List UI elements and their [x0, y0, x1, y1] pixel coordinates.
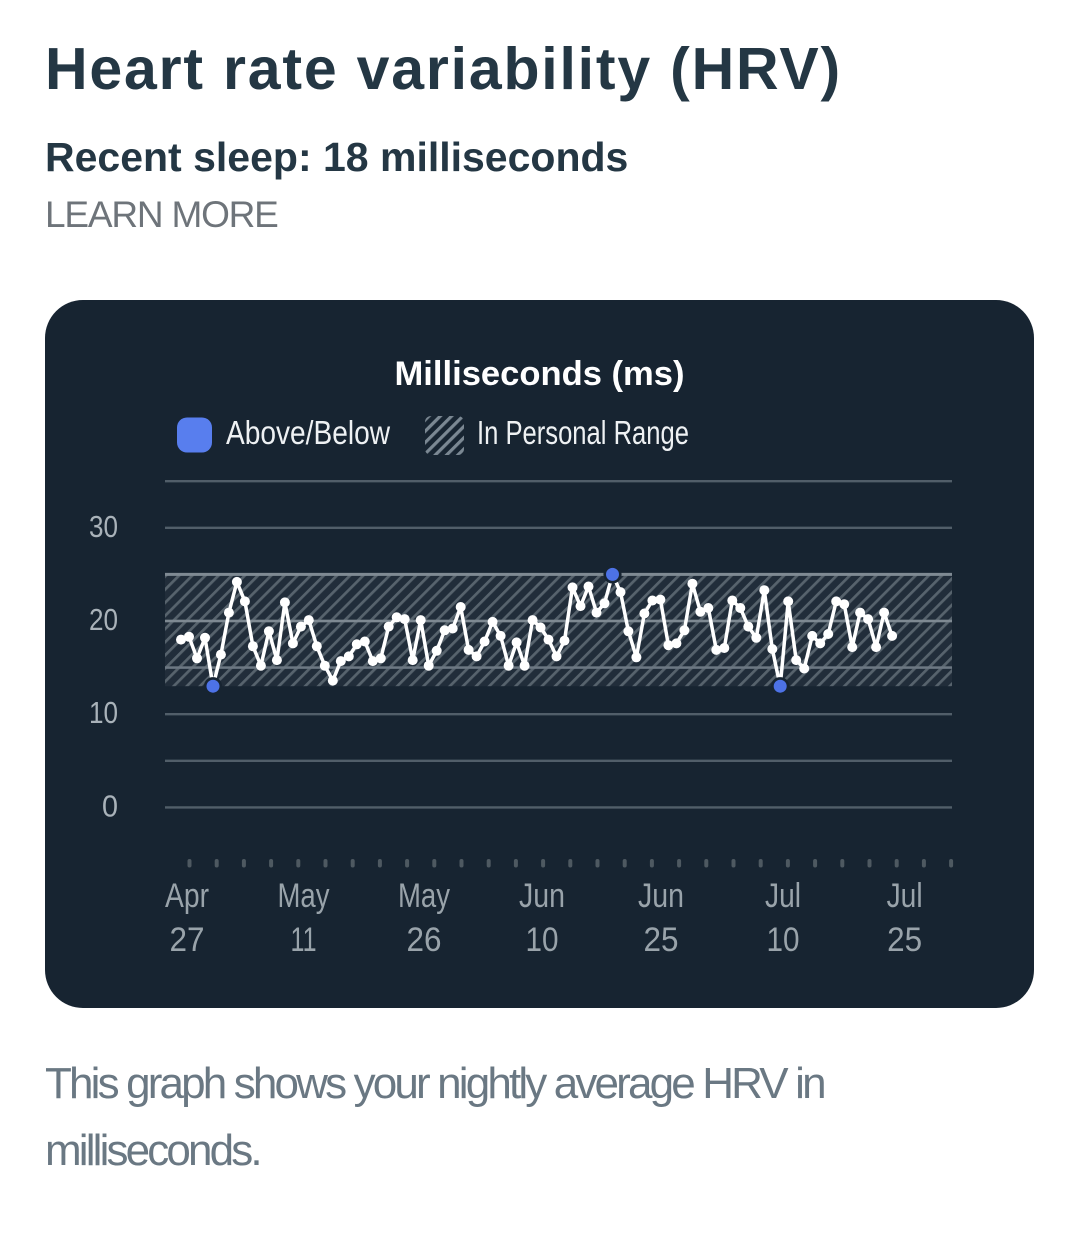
svg-text:Jun: Jun	[519, 877, 565, 915]
svg-text:Jul: Jul	[765, 877, 801, 915]
svg-text:27: 27	[170, 921, 205, 959]
svg-text:0: 0	[102, 788, 118, 823]
svg-text:25: 25	[644, 921, 679, 959]
svg-text:Milliseconds (ms): Milliseconds (ms)	[395, 355, 685, 393]
svg-text:May: May	[398, 877, 450, 915]
svg-text:20: 20	[89, 602, 118, 637]
svg-text:30: 30	[89, 509, 118, 544]
svg-text:Jun: Jun	[638, 877, 684, 915]
svg-text:Jul: Jul	[887, 877, 923, 915]
svg-text:Apr: Apr	[165, 877, 209, 915]
svg-text:Above/Below: Above/Below	[226, 414, 390, 451]
svg-text:May: May	[278, 877, 330, 915]
svg-text:In Personal Range: In Personal Range	[477, 414, 689, 451]
svg-text:10: 10	[767, 921, 800, 959]
svg-text:11: 11	[291, 921, 317, 959]
svg-text:10: 10	[526, 921, 559, 959]
svg-text:10: 10	[89, 695, 118, 730]
svg-text:25: 25	[887, 921, 922, 959]
svg-text:26: 26	[407, 921, 442, 959]
